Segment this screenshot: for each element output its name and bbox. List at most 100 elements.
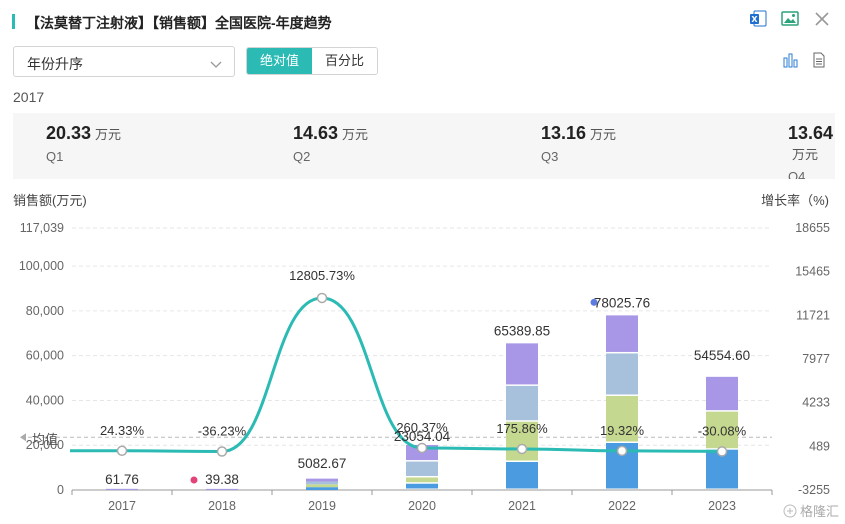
kpi-q3: 13.16 万元 Q3	[541, 123, 616, 164]
growth-label: 12805.73%	[289, 268, 355, 283]
bar-segment	[606, 315, 638, 352]
growth-label: -30.08%	[698, 423, 747, 438]
kpi-q4: 13.64 万元 Q4	[788, 123, 835, 179]
sort-select[interactable]: 年份升序	[13, 46, 235, 77]
value-mode-toggle: 绝对值 百分比	[246, 47, 379, 75]
table-view-icon[interactable]	[811, 52, 827, 73]
bar-segment	[506, 462, 538, 489]
kpi-quarter: Q4	[788, 169, 806, 179]
bar-segment	[406, 483, 438, 489]
y-tick-label: 0	[57, 483, 64, 497]
y2-tick-label: 15465	[795, 265, 830, 279]
kpi-quarter: Q1	[46, 149, 64, 164]
total-label: 23054.04	[394, 429, 451, 444]
growth-label: 19.32%	[600, 423, 645, 438]
series-dot	[190, 476, 198, 484]
growth-label: 175.86%	[496, 421, 548, 436]
kpi-unit: 万元	[342, 127, 369, 142]
bar-segment	[706, 376, 738, 411]
bar-segment	[406, 461, 438, 476]
y-tick-label: 20,000	[26, 438, 64, 452]
bar-segment	[606, 395, 638, 442]
watermark-text: 格隆汇	[799, 504, 839, 519]
chevron-down-icon	[210, 56, 222, 74]
bar-segment	[106, 488, 138, 490]
view-tools	[783, 52, 827, 73]
kpi-unit: 万元	[590, 127, 617, 142]
bar-segment	[406, 477, 438, 483]
kpi-value: 20.33	[46, 123, 92, 143]
total-label: 5082.67	[298, 456, 347, 471]
kpi-strip: 20.33 万元 Q1 14.63 万元 Q2 13.16 万元 Q3 13.64万元…	[13, 113, 835, 179]
y2-tick-label: 7977	[802, 352, 830, 366]
x-tick-label: 2019	[308, 499, 336, 513]
chart-title: 【法莫替丁注射液】【销售额】全国医院-年度趋势	[26, 15, 332, 31]
excel-export-icon[interactable]: X	[749, 10, 767, 28]
watermark-logo-icon	[783, 504, 797, 517]
growth-point	[316, 292, 328, 304]
kpi-unit: 万元	[95, 127, 122, 142]
tab-absolute[interactable]: 绝对值	[247, 48, 313, 74]
y2-tick-label: 4233	[802, 396, 830, 410]
y2-tick-label: 18655	[795, 221, 830, 235]
bar-chart-icon[interactable]	[783, 52, 799, 73]
y2-tick-label: 489	[809, 439, 830, 453]
bar-segment	[506, 343, 538, 385]
x-tick-label: 2018	[208, 499, 236, 513]
kpi-year-label: 2017	[13, 89, 45, 105]
growth-point	[716, 446, 728, 457]
total-label: 54554.60	[694, 348, 750, 363]
growth-label: -36.23%	[198, 424, 247, 439]
kpi-q2: 14.63 万元 Q2	[293, 123, 368, 164]
kpi-q1: 20.33 万元 Q1	[46, 123, 121, 164]
mean-label: 均值	[32, 432, 58, 447]
image-export-icon[interactable]	[781, 10, 799, 28]
growth-point	[216, 446, 228, 457]
x-tick-label: 2017	[108, 499, 136, 513]
kpi-quarter: Q2	[293, 149, 311, 164]
growth-point	[416, 442, 428, 454]
total-label: 78025.76	[594, 295, 650, 310]
title-bar: 【法莫替丁注射液】【销售额】全国医院-年度趋势	[12, 10, 832, 34]
watermark: 格隆汇	[783, 501, 839, 520]
bar-segment	[306, 487, 338, 490]
bar-segment	[606, 353, 638, 395]
x-tick-label: 2023	[708, 499, 736, 513]
series-dot	[590, 298, 598, 306]
kpi-value: 13.16	[541, 123, 587, 143]
bar-segment	[206, 488, 238, 490]
total-label: 39.38	[205, 472, 239, 487]
kpi-value: 13.64	[788, 123, 834, 143]
left-axis-title: 销售额(万元)	[13, 193, 87, 208]
kpi-value: 14.63	[293, 123, 339, 143]
bar-segment	[306, 481, 338, 485]
sort-select-value: 年份升序	[27, 56, 83, 72]
growth-label: 24.33%	[100, 423, 145, 438]
growth-label: 260.37%	[396, 420, 448, 435]
y-tick-label: 100,000	[19, 259, 64, 273]
sales-trend-chart: 0 20,000 40,000 60,000 80,000 100,000 117,039 -…	[19, 221, 830, 513]
x-tick-label: 2021	[508, 499, 536, 513]
y-tick-label: 117,039	[20, 221, 64, 235]
svg-text:X: X	[751, 15, 758, 24]
y-tick-label: 60,000	[26, 349, 64, 363]
bar-segment	[706, 411, 738, 449]
x-tick-label: 2022	[608, 499, 636, 513]
growth-point	[616, 445, 628, 457]
tab-percent[interactable]: 百分比	[312, 48, 378, 74]
y-tick-label: 40,000	[26, 393, 64, 407]
right-axis-title: 增长率（%)	[761, 193, 829, 208]
growth-point	[116, 445, 128, 457]
kpi-unit: 万元	[792, 147, 819, 162]
y-tick-label: 80,000	[26, 304, 64, 318]
growth-point	[516, 443, 528, 455]
y2-tick-label: 11721	[796, 308, 830, 322]
mean-marker	[20, 433, 26, 442]
bar-segment	[506, 385, 538, 421]
bar-segment	[306, 484, 338, 488]
total-label: 65389.85	[494, 324, 550, 339]
x-tick-label: 2020	[408, 499, 436, 513]
close-icon[interactable]	[813, 10, 831, 28]
kpi-quarter: Q3	[541, 149, 559, 164]
total-label: 61.76	[105, 472, 139, 487]
